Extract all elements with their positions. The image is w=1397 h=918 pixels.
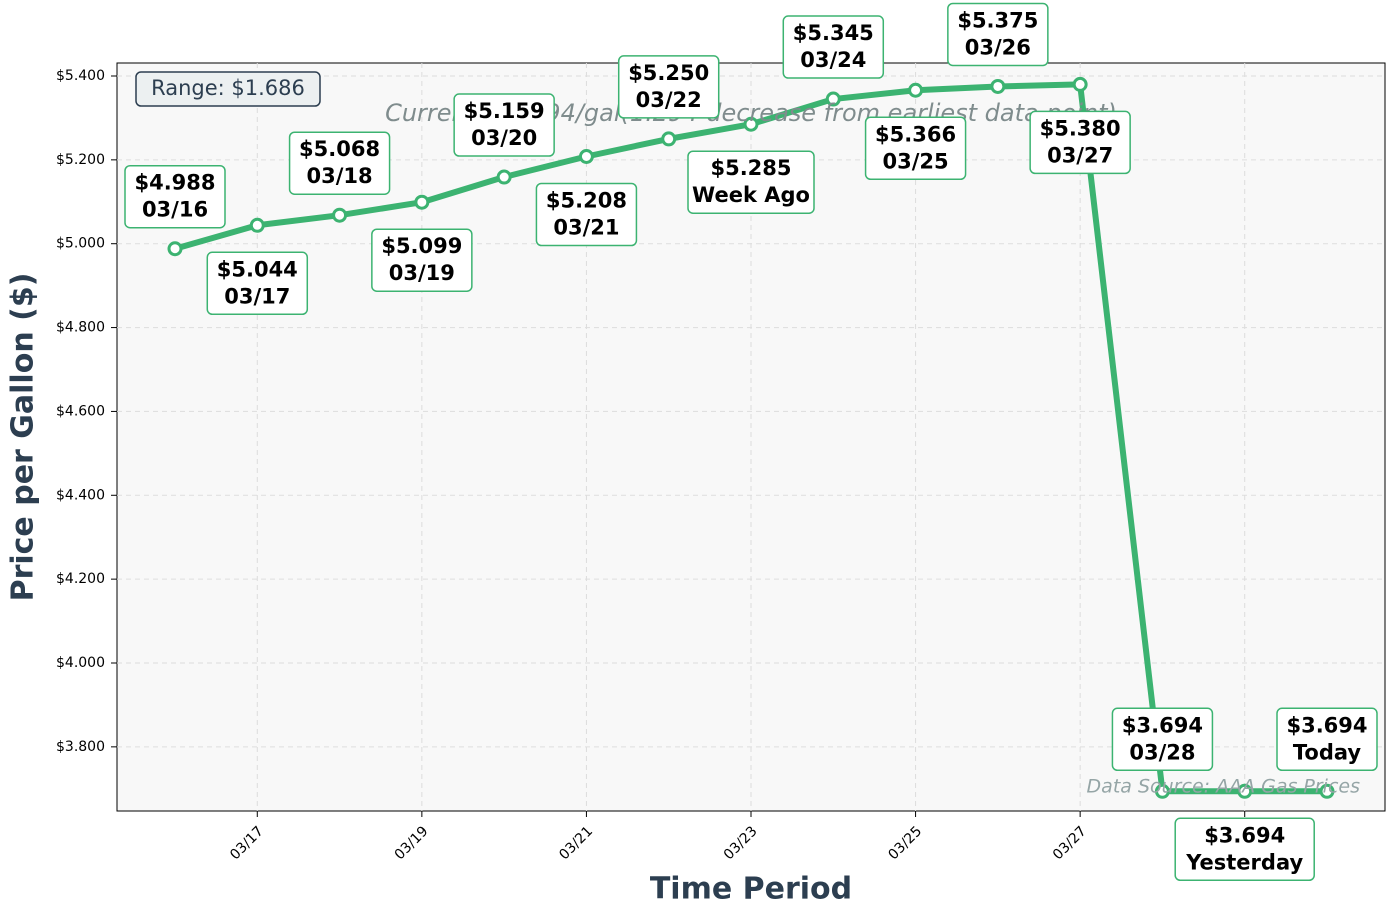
label-box	[124, 164, 226, 229]
value-label: $4.988	[134, 171, 215, 195]
label-box	[782, 15, 885, 79]
label-box	[687, 150, 815, 214]
value-label: $5.099	[381, 234, 462, 258]
point-label: 03/17	[224, 284, 290, 308]
point-label: Today	[1293, 740, 1362, 764]
value-label: $5.159	[464, 99, 545, 123]
label-box	[206, 251, 309, 316]
range-box	[135, 71, 321, 107]
y-tick-label: $3.800	[56, 739, 105, 755]
point-label: 03/27	[1047, 143, 1113, 167]
point	[496, 169, 512, 185]
label-box	[1029, 110, 1131, 175]
y-tick-label: $4.400	[56, 487, 105, 503]
value-label: $5.345	[793, 21, 874, 45]
point	[743, 116, 759, 132]
point-label: Week Ago	[692, 183, 810, 207]
label-box	[535, 182, 638, 247]
value-label: $3.694	[1204, 823, 1285, 847]
y-tick-label: $4.200	[56, 571, 105, 587]
y-tick-label: $5.400	[56, 68, 105, 84]
point	[1237, 783, 1253, 799]
y-tick-label: $4.800	[56, 320, 105, 336]
label-box	[288, 131, 391, 195]
point	[990, 78, 1006, 94]
point	[578, 149, 594, 164]
label-box	[1111, 707, 1214, 772]
point-label: 03/22	[636, 88, 702, 112]
x-tick-label: 03/17	[227, 823, 267, 863]
point-label: 03/28	[1129, 740, 1195, 764]
point	[825, 91, 841, 107]
point	[661, 131, 677, 147]
value-label: $5.250	[628, 61, 709, 85]
x-tick-label: 03/21	[556, 823, 596, 863]
point-label: 03/20	[471, 126, 537, 150]
point	[908, 82, 924, 98]
value-label: $5.068	[299, 137, 380, 161]
value-label: $5.208	[546, 189, 627, 213]
value-label: $5.044	[217, 257, 298, 281]
point	[1319, 783, 1335, 799]
x-tick-label: 03/23	[721, 823, 761, 863]
value-label: $3.694	[1286, 713, 1367, 737]
x-tick-label: 03/25	[885, 823, 925, 863]
x-tick-label: 03/27	[1050, 823, 1090, 863]
point-label: 03/24	[800, 48, 866, 72]
point	[1154, 783, 1170, 799]
label-box	[453, 93, 555, 157]
label-box	[1276, 707, 1378, 772]
value-label: $5.375	[957, 8, 1038, 32]
value-label: $5.285	[710, 156, 791, 180]
point-label: Yesterday	[1185, 850, 1303, 874]
y-tick-label: $4.600	[56, 403, 105, 419]
source: Data Source: AAA Gas Prices	[1087, 776, 1361, 798]
point	[414, 194, 430, 210]
y-tick-label: $4.000	[56, 655, 105, 671]
x-axis-label: Time Period	[650, 872, 852, 907]
point-label: 03/16	[142, 198, 208, 222]
value-label: $5.380	[1040, 116, 1121, 140]
point-label: 03/18	[307, 164, 373, 188]
point-label: 03/21	[553, 216, 619, 240]
label-box	[617, 55, 720, 119]
range-text: Range: $1.686	[151, 76, 305, 100]
value-label: $5.366	[875, 122, 956, 146]
point	[332, 207, 348, 223]
label-box	[1174, 817, 1315, 882]
label-box	[947, 2, 1049, 67]
point-label: 03/19	[389, 261, 455, 285]
value-label: $3.694	[1122, 713, 1203, 737]
point-label: 03/25	[883, 149, 949, 173]
y-tick-label: $5.000	[56, 236, 105, 252]
point	[249, 217, 265, 233]
label-box	[371, 228, 473, 292]
y-axis-label: Price per Gallon ($)	[6, 273, 41, 602]
x-tick-label: 03/19	[392, 823, 432, 863]
point	[167, 241, 183, 257]
point-label: 03/26	[965, 35, 1031, 59]
y-tick-label: $5.200	[56, 152, 105, 168]
point	[1072, 76, 1088, 92]
label-box	[864, 116, 967, 181]
